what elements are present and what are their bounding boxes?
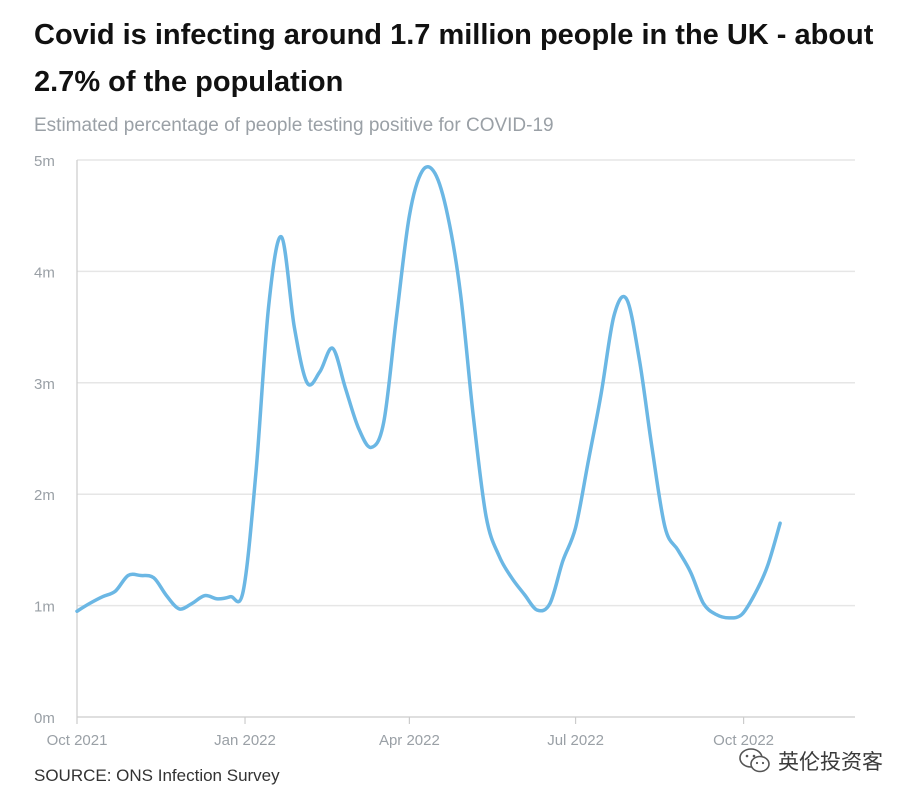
- x-tick-label: Jul 2022: [547, 732, 604, 749]
- y-tick-label: 4m: [34, 264, 55, 281]
- chart-subtitle: Estimated percentage of people testing p…: [34, 115, 554, 136]
- x-tick-label: Oct 2022: [713, 732, 774, 749]
- series-line: [75, 165, 782, 620]
- x-tick-label: Jan 2022: [214, 732, 276, 749]
- series-layer: [75, 165, 782, 620]
- x-tick-label: Apr 2022: [379, 732, 440, 749]
- gridlines: [77, 159, 855, 607]
- y-tick-label: 2m: [34, 487, 55, 504]
- watermark: 英伦投资客: [738, 746, 883, 776]
- y-tick-label: 3m: [34, 376, 55, 393]
- y-tick-label: 1m: [34, 599, 55, 616]
- wechat-icon: [739, 748, 770, 773]
- y-tick-label: 5m: [34, 153, 55, 170]
- watermark-text: 英伦投资客: [778, 751, 883, 774]
- y-tick-label: 0m: [34, 710, 55, 727]
- source-note: SOURCE: ONS Infection Survey: [34, 766, 280, 785]
- x-tick-label: Oct 2021: [47, 732, 108, 749]
- chart-title: Covid is infecting around 1.7 million pe…: [34, 19, 874, 98]
- axes: 0m 1m 2m 3m 4m 5m Oct 2021 Jan 2022 Apr 2022 Jul …: [34, 153, 855, 749]
